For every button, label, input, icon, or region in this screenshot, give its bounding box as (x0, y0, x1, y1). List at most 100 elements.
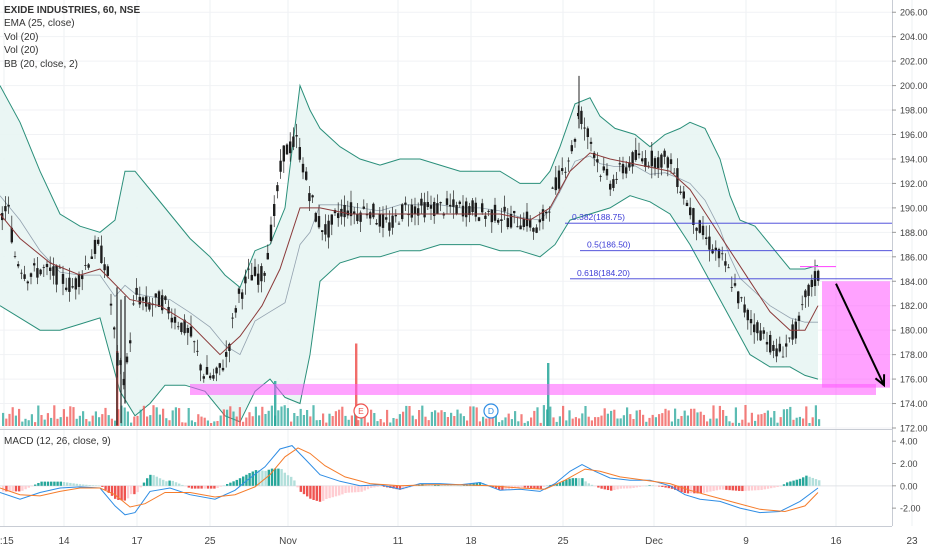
bb-legend[interactable]: BB (20, close, 2) (4, 58, 78, 70)
macd-legend[interactable]: MACD (12, 26, close, 9) (4, 436, 111, 447)
symbol-title[interactable]: EXIDE INDUSTRIES, 60, NSE (4, 5, 141, 16)
volume-bar (661, 413, 664, 426)
macd-histogram-bar (11, 485, 14, 492)
volume-bar (360, 418, 363, 426)
candle-body (170, 317, 173, 323)
macd-histogram-bar (558, 482, 562, 486)
macd-histogram-bar (795, 479, 798, 486)
candle-body (231, 317, 234, 319)
volume-bar (446, 417, 449, 426)
fib-label-2: 0.618(184.20) (577, 268, 630, 278)
macd-histogram-bar (130, 485, 133, 495)
time-tick-label-2: 17 (131, 536, 143, 547)
candle-body (727, 267, 730, 269)
macd-histogram-bar (155, 476, 158, 486)
macd-histogram-bar (814, 479, 818, 486)
macd-pane (0, 445, 892, 516)
volume-bar (235, 416, 238, 426)
candle-body (634, 149, 637, 160)
macd-histogram-bar (354, 485, 357, 493)
candle-body (717, 249, 721, 259)
macd-tick-label-3: -2.00 (900, 504, 921, 514)
volume-bar (306, 410, 309, 426)
macd-histogram-bar (446, 484, 450, 486)
candle-body (564, 171, 567, 173)
macd-histogram-bar (667, 485, 670, 489)
candle-body (164, 296, 167, 301)
macd-histogram-bar (600, 485, 603, 489)
volume-bar (264, 414, 267, 426)
macd-histogram-bar (750, 485, 754, 491)
volume-bar (811, 417, 814, 426)
macd-histogram-bar (299, 485, 302, 492)
price-tick-label-2: 202.00 (900, 57, 928, 67)
volume-bar (309, 416, 312, 426)
volume-bar (152, 405, 155, 426)
volume-bar (424, 416, 427, 426)
volume-bar (459, 413, 462, 426)
volume-bar (197, 414, 200, 426)
volume-bar (101, 414, 104, 426)
volume-bar (706, 421, 709, 426)
macd-histogram-bar (72, 483, 75, 486)
volume-bar (574, 417, 577, 426)
macd-histogram-bar (462, 485, 466, 486)
macd-histogram-bar (104, 485, 107, 490)
candle-body (605, 168, 609, 176)
price-tick-label-13: 180.00 (900, 326, 928, 336)
volume-bar (21, 421, 24, 426)
macd-histogram-bar (142, 482, 146, 486)
macd-histogram-bar (494, 485, 498, 489)
volume-legend-1[interactable]: Vol (20) (4, 31, 39, 43)
ema-legend[interactable]: EMA (25, close) (4, 18, 75, 30)
volume-bar (283, 405, 286, 426)
macd-histogram-bar (683, 485, 686, 494)
volume-bar (789, 406, 792, 426)
candle-body (685, 202, 689, 207)
macd-histogram-bar (126, 485, 130, 499)
volume-bar (478, 421, 481, 426)
macd-histogram-bar (661, 485, 664, 488)
bb-fill (0, 85, 818, 422)
candle-body (698, 220, 701, 233)
macd-histogram-bar (690, 485, 693, 494)
volume-legend-2[interactable]: Vol (20) (4, 45, 39, 57)
volume-bar (194, 422, 197, 426)
volume-bar (552, 417, 555, 426)
volume-bar (472, 406, 475, 426)
volume-bar (750, 412, 753, 426)
volume-bar (568, 410, 571, 426)
volume-bar (56, 418, 59, 426)
volume-bar (277, 410, 280, 426)
candle-body (759, 330, 762, 341)
macd-histogram-bar (482, 482, 485, 486)
candle-body (93, 239, 97, 254)
time-tick-label-10: 16 (830, 536, 842, 547)
macd-histogram-bar (779, 485, 782, 487)
macd-histogram-bar (290, 476, 293, 486)
macd-histogram-bar (414, 485, 418, 487)
candle-body (548, 211, 551, 213)
volume-bar (110, 418, 113, 426)
candle-body (295, 135, 298, 137)
volume-bar (555, 421, 558, 426)
macd-histogram-bar (190, 485, 194, 489)
volume-bar (334, 411, 337, 426)
macd-histogram-bar (597, 485, 600, 488)
candle-body (807, 284, 810, 296)
macd-histogram-bar (216, 485, 219, 489)
candle-body (385, 217, 388, 220)
candle-body (327, 220, 330, 238)
macd-histogram-bar (152, 475, 155, 486)
macd-histogram-bar (331, 485, 334, 498)
candle-body (583, 127, 586, 129)
macd-histogram-bar (280, 469, 283, 486)
candle-body (532, 227, 535, 232)
candle-body (74, 278, 77, 290)
candle-body (154, 293, 157, 298)
macd-histogram-bar (248, 473, 251, 486)
volume-bar (168, 420, 171, 426)
volume-bar (597, 417, 600, 426)
candle-body (276, 185, 279, 192)
